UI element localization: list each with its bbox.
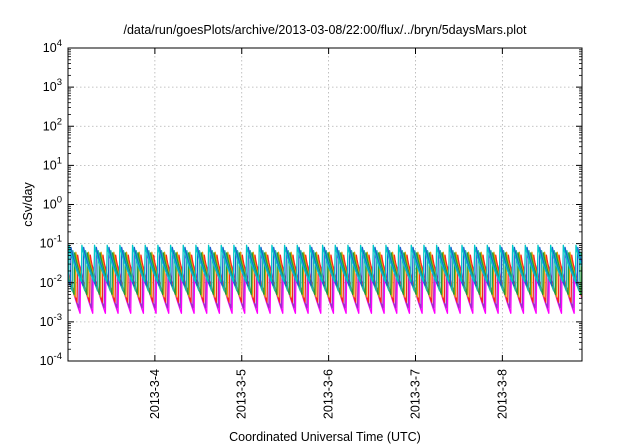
x-tick-label: 2013-3-7 bbox=[408, 369, 422, 419]
y-tick-label: 104 bbox=[43, 38, 62, 55]
x-tick-label: 2013-3-4 bbox=[148, 369, 162, 419]
x-tick-label: 2013-3-8 bbox=[495, 369, 509, 419]
y-tick-label: 102 bbox=[43, 116, 62, 133]
y-tick-label: 10-3 bbox=[40, 312, 62, 329]
series-group bbox=[68, 244, 582, 314]
x-axis-label: Coordinated Universal Time (UTC) bbox=[229, 430, 421, 444]
chart-title: /data/run/goesPlots/archive/2013-03-08/2… bbox=[123, 23, 527, 37]
y-tick-label: 10-1 bbox=[40, 234, 62, 251]
y-axis-label: cSv/day bbox=[21, 182, 35, 227]
y-tick-label: 10-4 bbox=[40, 351, 62, 368]
y-tick-label: 101 bbox=[43, 155, 62, 172]
series-line bbox=[68, 244, 582, 283]
grid bbox=[68, 48, 582, 361]
y-tick-label: 103 bbox=[43, 77, 62, 94]
axis-ticks: 10-4 10-3 10-2 10-1 100 101 102 103 104 2013-3-4 2… bbox=[40, 38, 582, 419]
y-tick-label: 10-2 bbox=[40, 273, 62, 290]
x-tick-label: 2013-3-6 bbox=[322, 369, 336, 419]
y-tick-label: 100 bbox=[43, 195, 62, 212]
x-tick-label: 2013-3-5 bbox=[235, 369, 249, 419]
